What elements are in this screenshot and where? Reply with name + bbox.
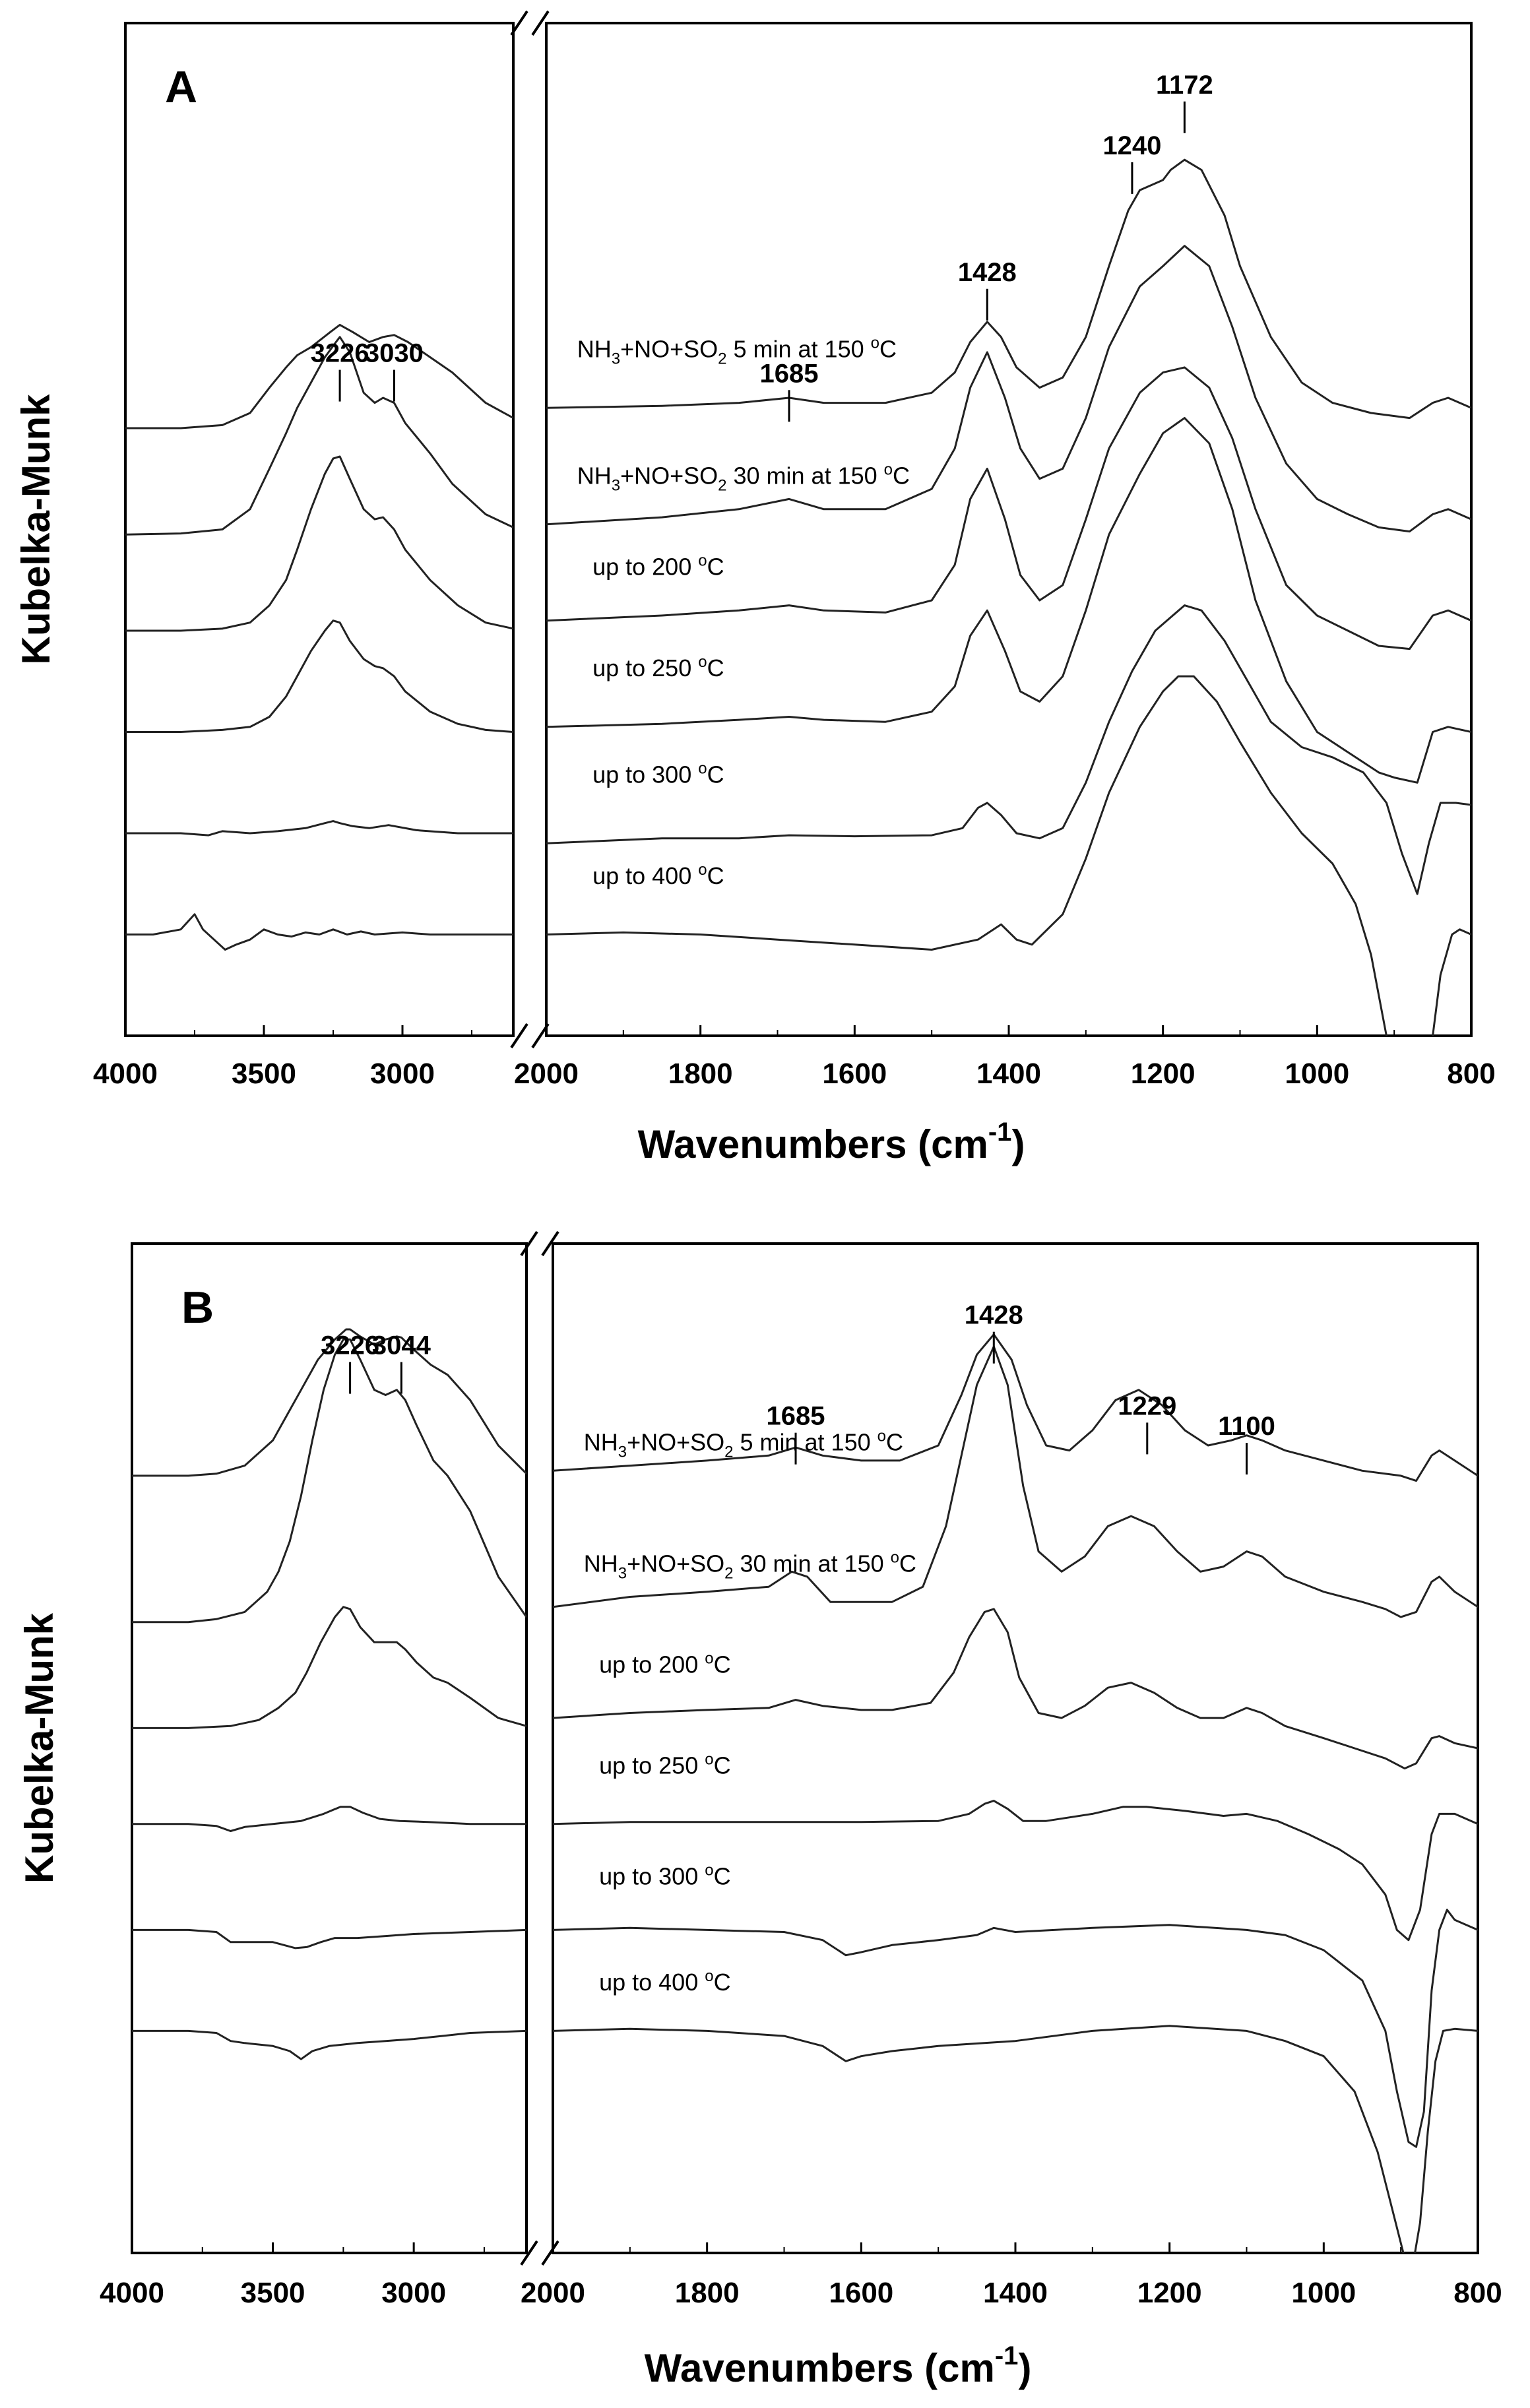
- plot-frame-right: [552, 1242, 1479, 2254]
- series-label: NH3+NO+SO2 30 min at 150 oC: [577, 460, 910, 494]
- series-line-right: [546, 245, 1471, 533]
- x-tick-label: 1000: [1285, 1058, 1349, 1090]
- y-axis-label: Kubelka-Munk: [17, 1612, 61, 1884]
- series-line-right: [553, 1345, 1478, 1618]
- x-tick-label: 1400: [976, 1058, 1041, 1090]
- x-tick-label: 3000: [381, 2277, 446, 2309]
- series-label: up to 400 oC: [599, 1967, 731, 1996]
- x-tick-label: 1800: [675, 2277, 740, 2309]
- peak-label: 3226: [321, 1331, 379, 1360]
- series-label: up to 300 oC: [599, 1862, 731, 1890]
- plot-frame-left: [124, 22, 515, 1037]
- series-line-right: [553, 1909, 1478, 2148]
- axis-break-mark: [510, 10, 528, 36]
- axis-break-mark: [520, 2240, 538, 2266]
- series-label: up to 200 oC: [599, 1649, 731, 1678]
- axis-break-mark: [541, 2240, 559, 2266]
- series-line-right: [553, 2025, 1478, 2253]
- x-tick-label: 1800: [668, 1058, 733, 1090]
- series-line-left: [125, 323, 513, 429]
- x-tick-label: 1600: [829, 2277, 893, 2309]
- series-label: NH3+NO+SO2 5 min at 150 oC: [584, 1428, 903, 1461]
- x-tick-label: 3500: [241, 2277, 305, 2309]
- x-axis-label: Wavenumbers (cm-1): [645, 2341, 1032, 2390]
- x-tick-label: 800: [1447, 1058, 1495, 1090]
- x-tick-label: 2000: [521, 2277, 585, 2309]
- x-axis-label: Wavenumbers (cm-1): [638, 1118, 1025, 1166]
- x-tick-label: 2000: [514, 1058, 579, 1090]
- x-tick-label: 4000: [100, 2277, 164, 2309]
- peak-label: 1172: [1156, 71, 1213, 100]
- x-tick-label: 1000: [1291, 2277, 1356, 2309]
- series-line-right: [553, 1333, 1478, 1482]
- series-label: up to 300 oC: [592, 759, 724, 788]
- series-label: NH3+NO+SO2 30 min at 150 oC: [584, 1548, 916, 1582]
- series-line-left: [125, 913, 513, 951]
- x-tick-label: 4000: [93, 1058, 158, 1090]
- peak-label: 1685: [760, 359, 819, 388]
- series-line-left: [125, 619, 513, 733]
- x-tick-label: 1400: [983, 2277, 1048, 2309]
- peak-label: 1240: [1102, 131, 1161, 160]
- series-line-right: [546, 158, 1471, 420]
- series-line-left: [132, 1606, 526, 1729]
- panel-b: 4000 3500 3000 2000 1800 1600 1400 1200 1000 800 W…: [17, 1230, 1502, 2390]
- series-line-right: [553, 1800, 1478, 1942]
- peak-label: 3044: [372, 1331, 431, 1360]
- peak-label: 1685: [767, 1402, 825, 1431]
- axis-break-mark: [531, 10, 550, 36]
- y-axis-label: Kubelka-Munk: [14, 394, 58, 665]
- series-line-right: [546, 675, 1471, 1036]
- series-label: up to 200 oC: [592, 552, 724, 581]
- peak-label: 1229: [1118, 1391, 1176, 1420]
- series-line-left: [132, 1328, 526, 1477]
- x-tick-label: 3000: [370, 1058, 435, 1090]
- panel-label: A: [165, 62, 197, 112]
- series-label: up to 250 oC: [599, 1750, 731, 1779]
- series-line-right: [546, 366, 1471, 650]
- series-label: NH3+NO+SO2 5 min at 150 oC: [577, 334, 897, 368]
- series-line-left: [132, 1806, 526, 1832]
- x-tick-label: 3500: [232, 1058, 296, 1090]
- x-tick-label: 1200: [1137, 2277, 1202, 2309]
- x-tick-label: 800: [1453, 2277, 1502, 2309]
- peak-label: 1428: [965, 1301, 1023, 1330]
- panel-label: B: [181, 1283, 214, 1333]
- x-tick-label: 1600: [822, 1058, 887, 1090]
- series-line-right: [553, 1608, 1478, 1770]
- series-line-left: [132, 1338, 526, 1624]
- series-line-right: [546, 417, 1471, 784]
- series-label: up to 400 oC: [592, 861, 724, 889]
- series-line-left: [132, 1928, 526, 1949]
- peak-label: 3030: [365, 339, 424, 368]
- plot-frame-left: [131, 1242, 528, 2254]
- peak-label: 3226: [311, 339, 369, 368]
- series-label: up to 250 oC: [592, 653, 724, 681]
- series-line-left: [125, 455, 513, 632]
- series-line-right: [546, 604, 1471, 895]
- series-line-left: [125, 820, 513, 837]
- axis-break-mark: [520, 1230, 538, 1257]
- series-line-left: [132, 2029, 526, 2060]
- peak-label: 1428: [958, 258, 1017, 287]
- axis-break-mark: [510, 1023, 528, 1049]
- x-tick-label: 1200: [1131, 1058, 1195, 1090]
- peak-label: 1100: [1218, 1412, 1275, 1441]
- series-line-left: [125, 336, 513, 536]
- panel-a: 4000 3500 3000 2000 1800 1600 1400 1200 1000 800 W…: [14, 10, 1496, 1166]
- axis-break-mark: [541, 1230, 559, 1257]
